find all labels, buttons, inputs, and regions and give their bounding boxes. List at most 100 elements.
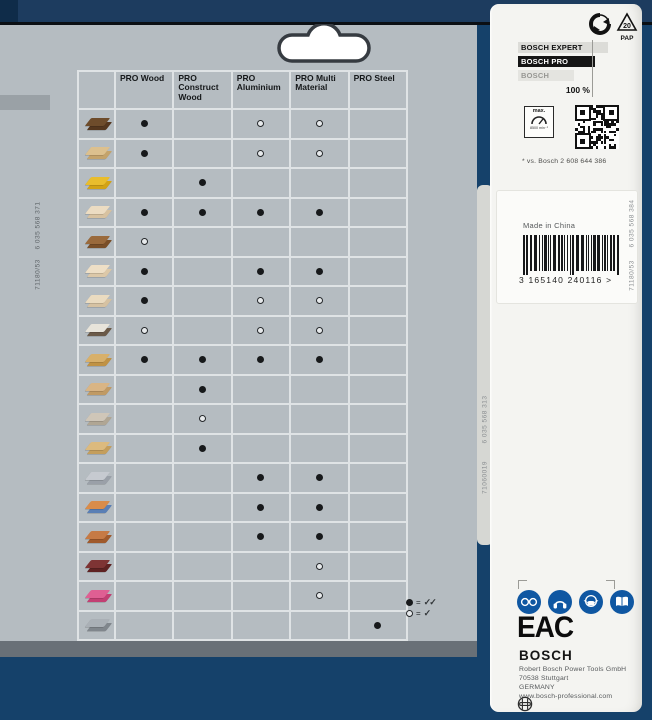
material-cell bbox=[79, 346, 114, 374]
rating-dot-filled bbox=[199, 444, 207, 452]
crop-mark-left bbox=[518, 580, 527, 589]
card-shadow bbox=[0, 641, 477, 657]
rating-dot-filled bbox=[199, 179, 207, 187]
ean-barcode bbox=[523, 235, 623, 275]
compatibility-cell bbox=[174, 169, 231, 197]
column-header-pro-steel: PRO Steel bbox=[349, 72, 406, 108]
compatibility-cell bbox=[232, 287, 290, 315]
compatibility-cell bbox=[349, 523, 406, 551]
compatibility-cell bbox=[174, 493, 231, 521]
compatibility-cell bbox=[291, 493, 348, 521]
compatibility-cell bbox=[116, 552, 173, 580]
table-row bbox=[79, 582, 406, 610]
compatibility-cell bbox=[291, 228, 348, 256]
compatibility-cell bbox=[174, 139, 231, 167]
dust-mask-icon bbox=[579, 590, 603, 614]
spine-article-code: 6 035 568 313 bbox=[481, 395, 489, 444]
rating-dot-filled bbox=[257, 474, 265, 482]
compatibility-cell bbox=[291, 169, 348, 197]
plywood-panel-icon bbox=[84, 204, 112, 220]
rating-dot-filled bbox=[199, 208, 207, 216]
table-row bbox=[79, 375, 406, 403]
column-header-pro-wood: PRO Wood bbox=[116, 72, 173, 108]
compatibility-cell bbox=[232, 110, 290, 138]
compatibility-cell bbox=[232, 552, 290, 580]
panel-article-code: 6 035 568 384 bbox=[628, 199, 636, 248]
compatibility-cell bbox=[232, 257, 290, 285]
rating-dot-filled bbox=[140, 149, 148, 157]
compatibility-cell bbox=[232, 582, 290, 610]
material-cell bbox=[79, 464, 114, 492]
hpl-board-icon bbox=[84, 558, 112, 574]
filled-dot-icon bbox=[406, 599, 413, 606]
compatibility-cell bbox=[232, 493, 290, 521]
rating-dot-hollow bbox=[257, 326, 265, 334]
compatibility-cell bbox=[349, 375, 406, 403]
ean-digits: 3 165140 240116 > bbox=[519, 275, 613, 285]
compatibility-cell bbox=[291, 346, 348, 374]
rating-dot-filled bbox=[315, 267, 323, 275]
compatibility-cell bbox=[349, 316, 406, 344]
material-cell bbox=[79, 110, 114, 138]
compatibility-cell bbox=[116, 287, 173, 315]
rating-dot-hollow bbox=[257, 297, 265, 305]
address-line: Robert Bosch Power Tools GmbH bbox=[519, 666, 627, 673]
compatibility-cell bbox=[349, 464, 406, 492]
compatibility-cell bbox=[349, 346, 406, 374]
table-row bbox=[79, 287, 406, 315]
table-row bbox=[79, 110, 406, 138]
compatibility-cell bbox=[291, 405, 348, 433]
legend-single-check: ✓ bbox=[423, 608, 431, 618]
rating-dot-hollow bbox=[140, 238, 148, 246]
pap-recycling-icon: 20 PAP bbox=[616, 12, 638, 42]
compatibility-cell bbox=[116, 316, 173, 344]
column-header-pro-multi-material: PRO Multi Material bbox=[291, 72, 348, 108]
rating-dot-hollow bbox=[315, 326, 323, 334]
compatibility-cell bbox=[116, 257, 173, 285]
compatibility-cell bbox=[291, 198, 348, 226]
nailed-board-icon bbox=[84, 440, 112, 456]
compatibility-cell bbox=[174, 434, 231, 462]
rating-dot-filled bbox=[140, 267, 148, 275]
rating-dot-filled bbox=[257, 533, 265, 541]
table-header-row: PRO Wood PRO Construct Wood PRO Aluminium P… bbox=[79, 72, 406, 108]
material-cell bbox=[79, 169, 114, 197]
compatibility-cell bbox=[174, 375, 231, 403]
hardwood-planks-icon bbox=[84, 116, 112, 132]
compatibility-cell bbox=[174, 110, 231, 138]
compatibility-cell bbox=[174, 552, 231, 580]
rating-dot-filled bbox=[315, 208, 323, 216]
compatibility-cell bbox=[116, 375, 173, 403]
rating-dot-hollow bbox=[315, 120, 323, 128]
compatibility-cell bbox=[116, 611, 173, 639]
rating-dot-filled bbox=[257, 503, 265, 511]
bosch-wordmark: BOSCH bbox=[519, 648, 573, 663]
compatibility-cell bbox=[232, 464, 290, 492]
laminate-panel-icon bbox=[84, 293, 112, 309]
material-cell bbox=[79, 434, 114, 462]
rating-dot-filled bbox=[315, 356, 323, 364]
max-speed-icon: max. 8500 min⁻¹ bbox=[524, 106, 554, 138]
top-corner-block bbox=[0, 0, 18, 22]
legend-equals: = bbox=[416, 598, 421, 607]
compatibility-cell bbox=[349, 110, 406, 138]
compatibility-cell bbox=[232, 198, 290, 226]
rating-dot-hollow bbox=[315, 297, 323, 305]
compatibility-cell bbox=[349, 405, 406, 433]
compatibility-cell bbox=[116, 405, 173, 433]
compatibility-cell bbox=[116, 582, 173, 610]
spine-batch-code: 71060019 bbox=[481, 461, 489, 494]
table-row bbox=[79, 434, 406, 462]
compatibility-cell bbox=[349, 287, 406, 315]
rating-dot-hollow bbox=[257, 149, 265, 157]
compatibility-cell bbox=[116, 523, 173, 551]
material-cell bbox=[79, 287, 114, 315]
table-row bbox=[79, 139, 406, 167]
table-row bbox=[79, 611, 406, 639]
acrylic-sheet-icon bbox=[84, 588, 112, 604]
address-line: GERMANY bbox=[519, 684, 555, 691]
material-cell bbox=[79, 582, 114, 610]
brand-comparison-chart: BOSCH EXPERT BOSCH PRO BOSCH bbox=[518, 42, 608, 84]
construction-timber-icon bbox=[84, 381, 112, 397]
left-batch-code: 71180/53 bbox=[34, 259, 42, 290]
